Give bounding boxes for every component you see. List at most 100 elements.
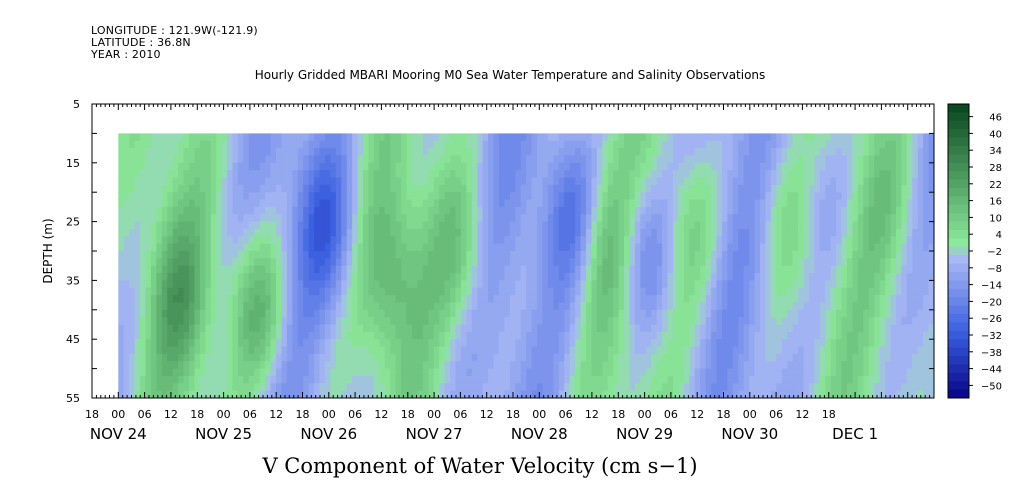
heatmap-cell <box>270 375 277 384</box>
heatmap-cell <box>634 375 641 384</box>
heatmap-cell <box>618 331 625 340</box>
heatmap-cell <box>248 258 255 267</box>
heatmap-cell <box>357 265 364 274</box>
heatmap-cell <box>341 258 348 267</box>
heatmap-cell <box>776 331 783 340</box>
heatmap-cell <box>613 309 620 318</box>
heatmap-cell <box>618 192 625 201</box>
heatmap-cell <box>232 324 239 333</box>
heatmap-cell <box>265 228 272 237</box>
heatmap-cell <box>140 346 147 355</box>
heatmap-cell <box>613 287 620 296</box>
heatmap-cell <box>384 258 391 267</box>
heatmap-cell <box>738 192 745 201</box>
heatmap-cell <box>433 317 440 326</box>
heatmap-cell <box>455 309 462 318</box>
heatmap-cell <box>450 155 457 164</box>
heatmap-cell <box>183 236 190 245</box>
heatmap-cell <box>433 133 440 142</box>
heatmap-cell <box>455 184 462 193</box>
heatmap-cell <box>265 346 272 355</box>
heatmap-cell <box>373 368 380 377</box>
heatmap-cell <box>781 184 788 193</box>
heatmap-cell <box>428 361 435 370</box>
heatmap-cell <box>504 170 511 179</box>
heatmap-cell <box>129 162 136 171</box>
heatmap-cell <box>140 295 147 304</box>
heatmap-cell <box>526 170 533 179</box>
heatmap-cell <box>352 206 359 215</box>
heatmap-cell <box>379 287 386 296</box>
heatmap-cell <box>270 258 277 267</box>
heatmap-cell <box>292 287 299 296</box>
heatmap-cell <box>335 295 342 304</box>
heatmap-cell <box>422 140 429 149</box>
heatmap-cell <box>770 258 777 267</box>
heatmap-cell <box>417 324 424 333</box>
heatmap-cell <box>199 375 206 384</box>
heatmap-cell <box>526 287 533 296</box>
heatmap-cell <box>172 177 179 186</box>
heatmap-cell <box>444 221 451 230</box>
heatmap-cell <box>808 140 815 149</box>
heatmap-cell <box>466 368 473 377</box>
heatmap-cell <box>509 353 516 362</box>
heatmap-cell <box>591 375 598 384</box>
heatmap-cell <box>129 353 136 362</box>
heatmap-cell <box>651 206 658 215</box>
heatmap-cell <box>150 375 157 384</box>
heatmap-cell <box>276 353 283 362</box>
heatmap-cell <box>471 192 478 201</box>
heatmap-cell <box>656 309 663 318</box>
heatmap-cell <box>379 133 386 142</box>
heatmap-cell <box>123 228 130 237</box>
heatmap-cell <box>672 177 680 186</box>
heatmap-cell <box>520 214 527 223</box>
heatmap-cell <box>803 265 810 274</box>
heatmap-cell <box>395 324 402 333</box>
heatmap-cell <box>411 368 418 377</box>
heatmap-cell <box>814 199 821 208</box>
heatmap-cell <box>515 258 522 267</box>
heatmap-cell <box>792 214 799 223</box>
heatmap-cell <box>439 302 446 311</box>
heatmap-cell <box>803 251 810 259</box>
heatmap-cell <box>265 148 272 157</box>
heatmap-cell <box>656 375 663 384</box>
heatmap-cell <box>363 331 370 340</box>
heatmap-cell <box>705 251 712 259</box>
heatmap-cell <box>363 133 370 142</box>
heatmap-cell <box>591 170 598 179</box>
heatmap-cell <box>368 280 375 289</box>
heatmap-cell <box>411 309 418 318</box>
heatmap-cell <box>395 162 402 171</box>
heatmap-cell <box>210 390 217 398</box>
heatmap-cell <box>335 162 342 171</box>
heatmap-cell <box>395 155 402 164</box>
heatmap-cell <box>221 177 228 186</box>
heatmap-cell <box>373 383 380 392</box>
heatmap-cell <box>830 258 837 267</box>
heatmap-cell <box>624 287 631 296</box>
heatmap-cell <box>651 258 658 267</box>
heatmap-cell <box>537 287 544 296</box>
heatmap-cell <box>259 309 266 318</box>
heatmap-cell <box>836 228 843 237</box>
heatmap-cell <box>259 331 266 340</box>
heatmap-cell <box>199 243 206 252</box>
heatmap-cell <box>379 302 386 311</box>
heatmap-cell <box>189 133 196 142</box>
heatmap-cell <box>276 375 283 384</box>
heatmap-cell <box>411 170 418 179</box>
heatmap-cell <box>808 148 815 157</box>
heatmap-cell <box>172 236 179 245</box>
heatmap-cell <box>227 192 234 201</box>
heatmap-cell <box>537 251 544 259</box>
heatmap-cell <box>846 228 854 237</box>
heatmap-cell <box>357 170 364 179</box>
heatmap-cell <box>221 258 228 267</box>
heatmap-cell <box>292 383 299 392</box>
heatmap-cell <box>836 280 843 289</box>
heatmap-cell <box>466 295 473 304</box>
heatmap-cell <box>189 192 196 201</box>
